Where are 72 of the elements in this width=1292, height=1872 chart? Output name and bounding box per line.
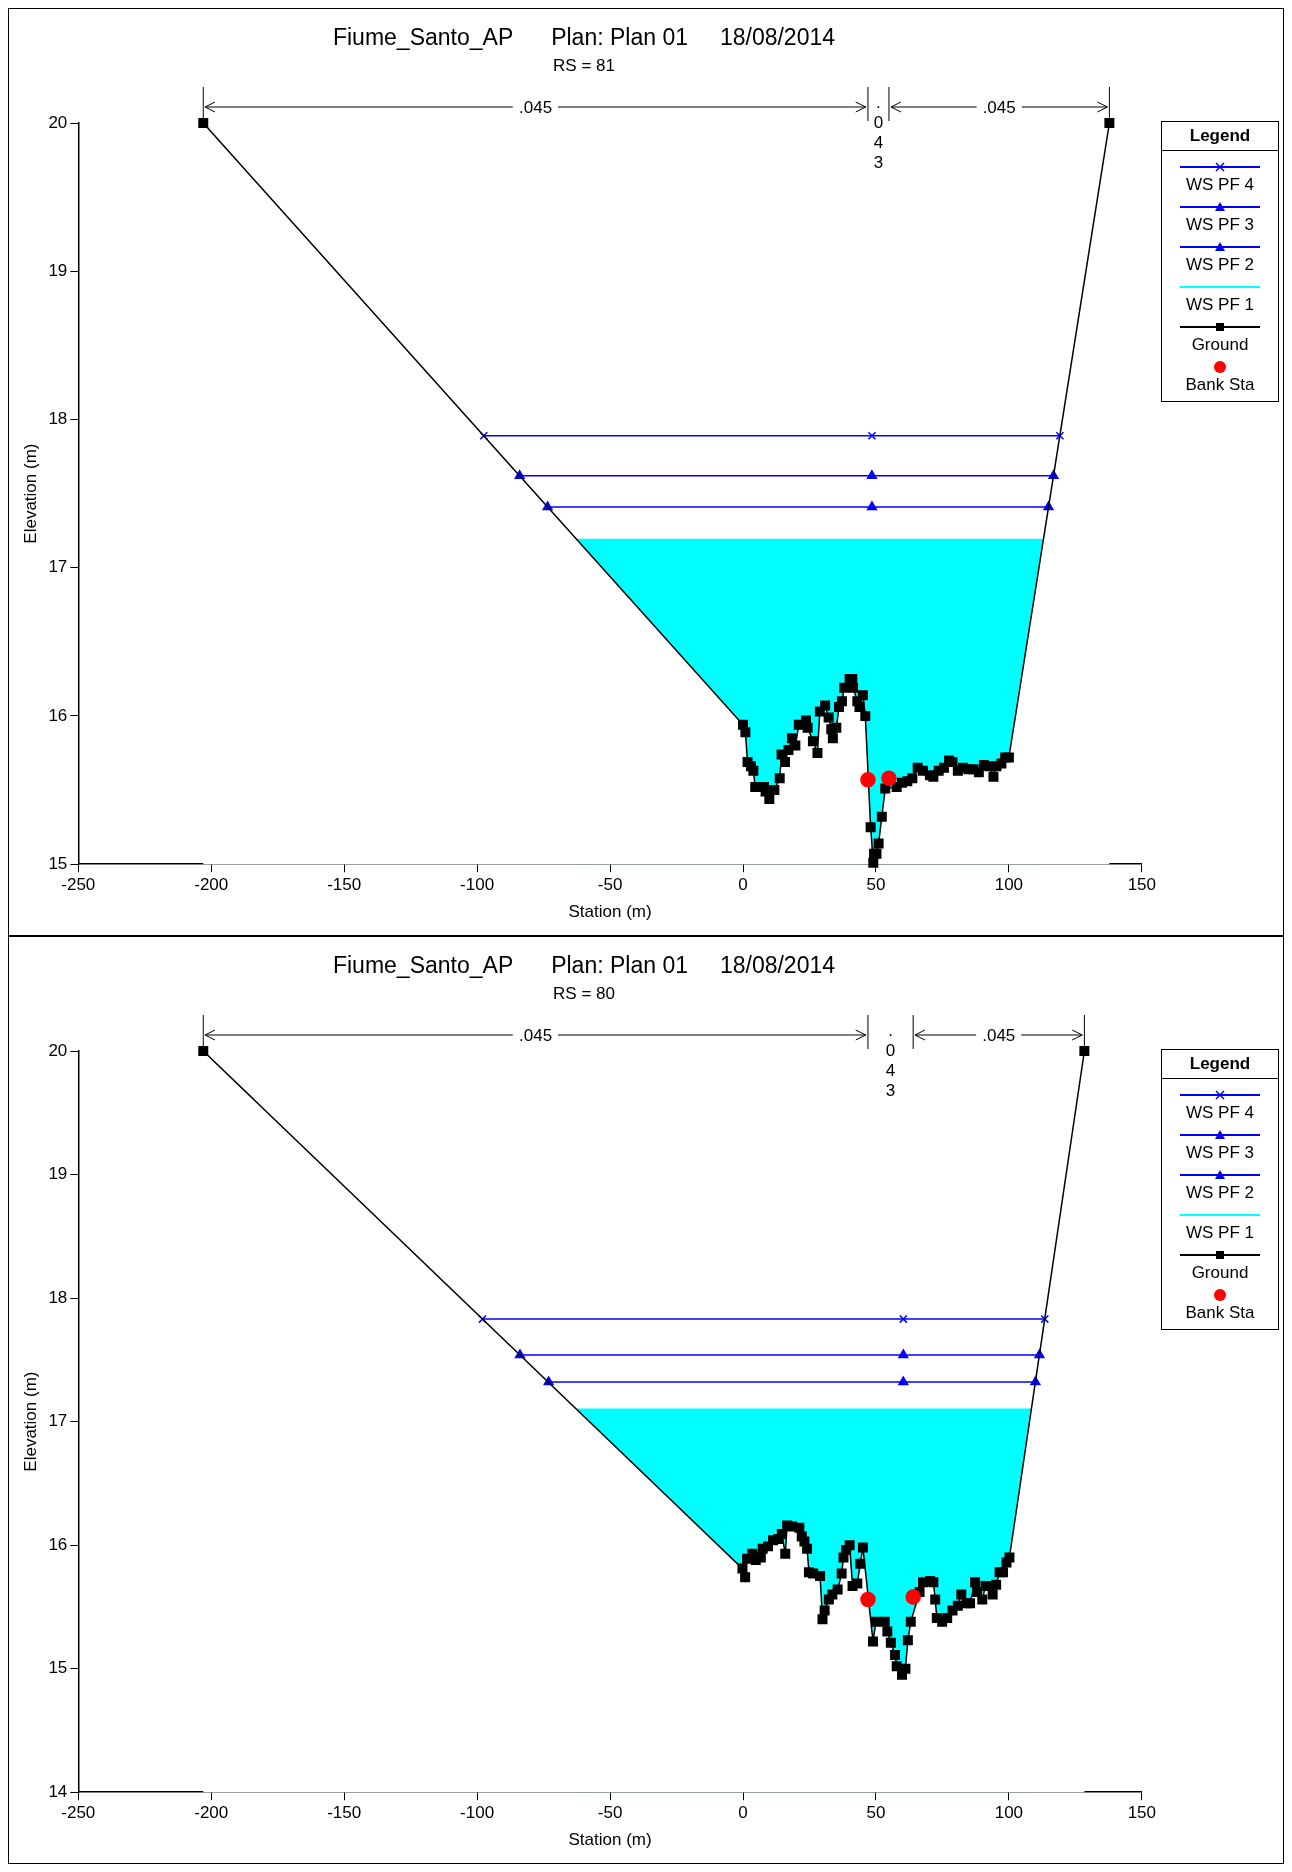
legend-label: Ground [1190,1263,1250,1283]
y-tick-label: 20 [48,1040,68,1060]
y-tick-label: 14 [48,1781,68,1801]
annotation: .043 [885,1020,896,1100]
y-tick-label: 17 [48,1411,68,1431]
legend-label: Bank Sta [1184,375,1256,395]
x-axis-title: Station (m) [568,902,652,922]
x-tick-label: 150 [1127,875,1157,895]
legend-label: WS PF 3 [1185,1143,1255,1163]
x-tick-label: 0 [738,875,748,895]
chart-subtitle: RS = 80 [553,984,615,1004]
legend-label: WS PF 1 [1185,295,1255,315]
x-tick-label: -100 [460,1803,495,1823]
legend-title: Legend [1162,122,1278,151]
legend-title: Legend [1162,1050,1278,1079]
y-tick-label: 20 [48,112,68,132]
x-tick-label: -250 [61,875,96,895]
x-tick-label: 150 [1127,1803,1157,1823]
point [479,431,489,441]
x-tick-label: 50 [866,1803,886,1823]
legend-label: Ground [1190,335,1250,355]
text: .045 [982,97,1016,117]
y-tick-label: 18 [48,1287,68,1307]
point [860,771,876,788]
y-tick-label: 15 [48,853,68,873]
legend-label: WS PF 4 [1185,175,1255,195]
x-tick-label: -200 [194,875,229,895]
x-tick-label: -100 [460,875,495,895]
y-tick-label: 15 [48,1658,68,1678]
text: .045 [519,1025,553,1045]
point [898,1349,909,1359]
point [881,770,897,786]
annotation: .043 [873,92,884,172]
point [1055,431,1065,441]
legend-label: WS PF 1 [1185,1223,1255,1243]
y-tick-label: 16 [48,705,68,725]
legend-label: WS PF 4 [1185,1103,1255,1123]
chart-title: Fiume_Santo_AP Plan: Plan 01 18/08/2014 [332,952,836,979]
x-tick-label: -50 [597,875,623,895]
text: .045 [982,1025,1016,1045]
text: .045 [519,97,553,117]
point [866,470,878,480]
x-tick-label: -150 [327,875,362,895]
point [866,501,878,511]
x-axis-title: Station (m) [568,1830,652,1850]
y-tick-label: 19 [48,1164,68,1184]
legend-label: WS PF 2 [1185,1183,1255,1203]
point [905,1589,921,1605]
y-tick-label: 19 [48,260,68,280]
point [1040,1314,1050,1324]
y-axis-title: Elevation (m) [20,1371,40,1472]
x-tick-label: 0 [738,1803,748,1823]
x-tick-label: -250 [61,1803,96,1823]
y-tick-label: 17 [48,557,68,577]
x-tick-label: 100 [994,1803,1024,1823]
point [860,1591,876,1608]
y-tick-label: 18 [48,409,68,429]
x-tick-label: -200 [194,1803,229,1823]
legend-label: WS PF 2 [1185,255,1255,275]
point [867,431,877,441]
legend-label: WS PF 3 [1185,215,1255,235]
legend-label: Bank Sta [1184,1303,1256,1323]
x-tick-label: -50 [597,1803,623,1823]
point [899,1314,908,1324]
y-tick-label: 16 [48,1534,68,1554]
x-tick-label: -150 [327,1803,362,1823]
y-axis-title: Elevation (m) [20,443,40,544]
x-tick-label: 100 [994,875,1024,895]
point [898,1376,909,1386]
chart-subtitle: RS = 81 [553,56,615,76]
chart-title: Fiume_Santo_AP Plan: Plan 01 18/08/2014 [332,24,836,51]
x-tick-label: 50 [866,875,886,895]
